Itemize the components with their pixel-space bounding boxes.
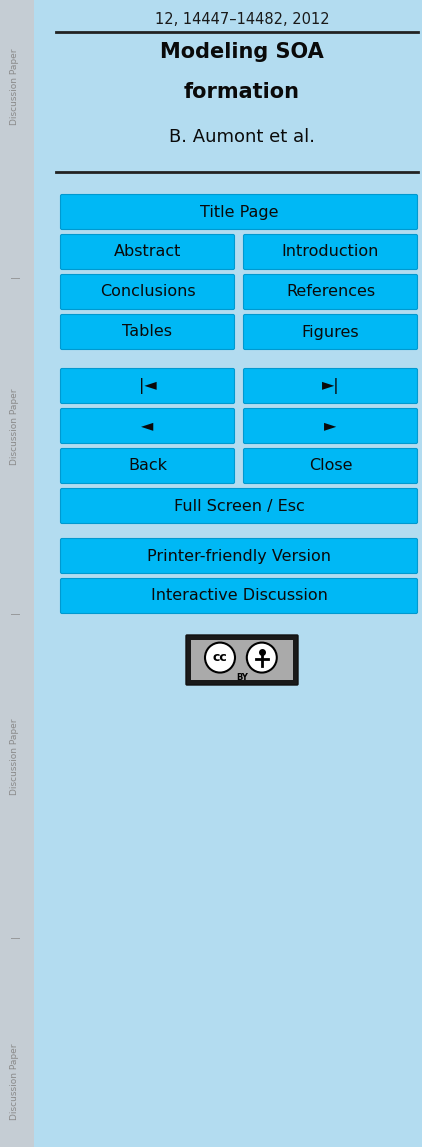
Text: ►|: ►| xyxy=(322,379,339,395)
FancyBboxPatch shape xyxy=(60,195,417,229)
FancyBboxPatch shape xyxy=(60,314,235,350)
Text: formation: formation xyxy=(184,81,300,102)
Text: ◄: ◄ xyxy=(141,419,154,434)
FancyBboxPatch shape xyxy=(243,234,417,270)
Text: Discussion Paper: Discussion Paper xyxy=(11,719,19,795)
Text: Close: Close xyxy=(309,459,352,474)
FancyBboxPatch shape xyxy=(60,448,235,484)
Text: Figures: Figures xyxy=(302,325,359,340)
Text: References: References xyxy=(286,284,375,299)
Text: Title Page: Title Page xyxy=(200,204,278,219)
FancyBboxPatch shape xyxy=(243,368,417,404)
Text: cc: cc xyxy=(213,651,227,664)
FancyBboxPatch shape xyxy=(60,489,417,523)
FancyBboxPatch shape xyxy=(60,368,235,404)
FancyBboxPatch shape xyxy=(60,274,235,310)
Text: |◄: |◄ xyxy=(139,379,156,395)
Text: |: | xyxy=(11,610,19,614)
FancyBboxPatch shape xyxy=(243,314,417,350)
Text: BY: BY xyxy=(236,673,248,682)
Circle shape xyxy=(205,642,235,672)
Text: 12, 14447–14482, 2012: 12, 14447–14482, 2012 xyxy=(155,11,329,28)
Text: Discussion Paper: Discussion Paper xyxy=(11,1044,19,1121)
Text: Abstract: Abstract xyxy=(114,244,181,259)
FancyBboxPatch shape xyxy=(60,538,417,574)
Text: B. Aumont et al.: B. Aumont et al. xyxy=(169,128,315,146)
FancyBboxPatch shape xyxy=(60,408,235,444)
Text: |: | xyxy=(11,275,19,279)
FancyBboxPatch shape xyxy=(60,578,417,614)
Text: Full Screen / Esc: Full Screen / Esc xyxy=(173,499,304,514)
FancyBboxPatch shape xyxy=(243,408,417,444)
Circle shape xyxy=(247,642,277,672)
Bar xyxy=(0,0,34,1147)
Text: Introduction: Introduction xyxy=(282,244,379,259)
FancyBboxPatch shape xyxy=(243,274,417,310)
Text: Printer-friendly Version: Printer-friendly Version xyxy=(147,548,331,563)
Text: Tables: Tables xyxy=(122,325,173,340)
Text: Conclusions: Conclusions xyxy=(100,284,195,299)
Text: Interactive Discussion: Interactive Discussion xyxy=(151,588,327,603)
FancyBboxPatch shape xyxy=(60,234,235,270)
Text: Discussion Paper: Discussion Paper xyxy=(11,389,19,466)
Text: ►: ► xyxy=(325,419,337,434)
Text: Back: Back xyxy=(128,459,167,474)
Text: Modeling SOA: Modeling SOA xyxy=(160,42,324,62)
Text: Discussion Paper: Discussion Paper xyxy=(11,49,19,125)
Bar xyxy=(191,640,293,680)
FancyBboxPatch shape xyxy=(243,448,417,484)
FancyBboxPatch shape xyxy=(186,635,298,685)
Text: |: | xyxy=(11,936,19,938)
